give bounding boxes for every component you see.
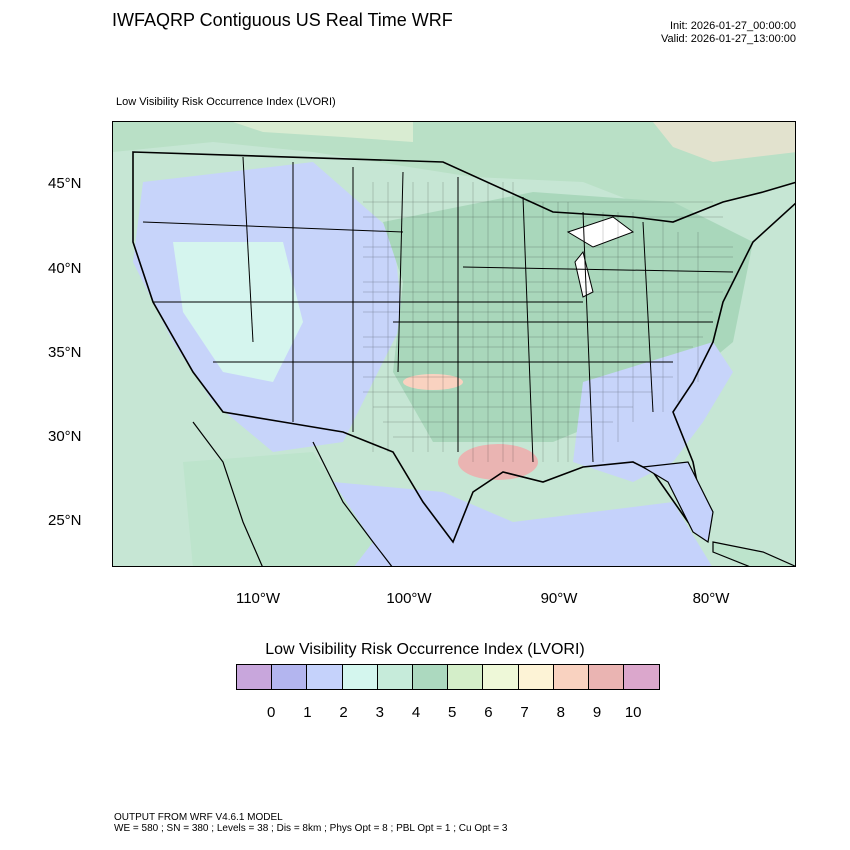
county-lines	[363, 182, 733, 462]
colorbar-label: 5	[448, 704, 457, 721]
lat-label: 35°N	[48, 344, 82, 361]
lat-label: 45°N	[48, 175, 82, 192]
time-info: Init: 2026-01-27_00:00:00 Valid: 2026-01…	[661, 20, 796, 46]
lon-label: 110°W	[235, 590, 281, 607]
high-index-gulf	[458, 444, 538, 480]
colorbar-label: 0	[267, 704, 276, 721]
lat-label: 30°N	[48, 428, 82, 445]
mexico-region	[183, 452, 373, 566]
colorbar-label: 6	[484, 704, 493, 721]
colorbar-label: 10	[624, 704, 642, 721]
colorbar-label: 3	[375, 704, 384, 721]
terrain-patch	[653, 122, 795, 162]
map-panel	[112, 121, 796, 567]
colorbar	[236, 664, 661, 690]
colorbar-label: 2	[339, 704, 348, 721]
lon-label: 90°W	[540, 590, 578, 607]
footer-config: WE = 580 ; SN = 380 ; Levels = 38 ; Dis …	[114, 823, 508, 834]
mexico-coast	[192, 421, 393, 566]
colorbar-box	[342, 665, 378, 689]
high-index-plains	[403, 374, 463, 390]
great-basin	[173, 242, 303, 382]
lake-michigan	[574, 250, 594, 298]
florida	[641, 461, 714, 544]
colorbar-label: 4	[411, 704, 421, 721]
colorbar-box	[483, 665, 519, 689]
lon-label: 100°W	[386, 590, 432, 607]
canada-region	[113, 122, 795, 217]
colorbar-box	[588, 665, 625, 689]
gulf-waters	[313, 482, 712, 566]
lat-label: 25°N	[48, 512, 82, 529]
terrain-patch	[233, 122, 413, 142]
lon-label: 80°W	[692, 590, 730, 607]
colorbar-label: 9	[592, 704, 602, 721]
init-time: Init: 2026-01-27_00:00:00	[670, 20, 796, 32]
colorbar-box	[307, 665, 343, 689]
colorbar-box	[624, 665, 660, 689]
colorbar-label: 1	[303, 704, 312, 721]
colorbar-label: 8	[556, 704, 565, 721]
colorbar-box	[412, 665, 449, 689]
colorbar-box	[272, 665, 308, 689]
colorbar-box	[518, 665, 554, 689]
lat-label: 40°N	[48, 260, 82, 277]
colorbar-box	[553, 665, 589, 689]
plot-title: IWFAQRP Contiguous US Real Time WRF	[112, 10, 453, 30]
colorbar-box	[448, 665, 484, 689]
valid-time: Valid: 2026-01-27_13:00:00	[661, 33, 796, 45]
cuba	[712, 541, 795, 566]
field-subtitle: Low Visibility Risk Occurrence Index (LV…	[116, 96, 336, 108]
colorbar-title: Low Visibility Risk Occurrence Index (LV…	[265, 641, 585, 658]
colorbar-box	[377, 665, 413, 689]
map-svg	[113, 122, 795, 566]
colorbar-box	[237, 665, 273, 689]
footer-model: OUTPUT FROM WRF V4.6.1 MODEL	[114, 812, 283, 823]
colorbar-label: 7	[520, 704, 529, 721]
